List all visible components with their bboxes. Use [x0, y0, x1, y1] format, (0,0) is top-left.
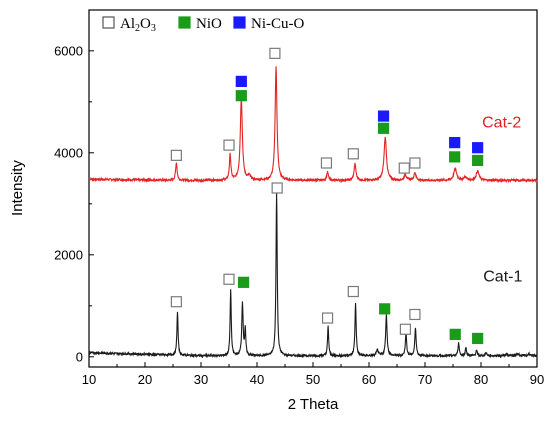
- al2o3-marker: [398, 162, 410, 174]
- nicuo-marker: [235, 75, 247, 88]
- legend-swatch: [233, 16, 246, 29]
- x-tick-label: 70: [418, 372, 432, 387]
- nio-marker: [379, 303, 391, 315]
- y-tick-label: 2000: [54, 247, 83, 262]
- nio-marker: [235, 90, 247, 102]
- al2o3-marker: [347, 285, 359, 298]
- legend-swatch: [178, 16, 191, 29]
- y-tick-label: 0: [76, 349, 83, 364]
- series-line-cat-2: [88, 66, 538, 184]
- nio-marker: [449, 328, 461, 340]
- x-tick-label: 60: [362, 372, 376, 387]
- nicuo-marker: [377, 110, 390, 122]
- al2o3-marker: [269, 47, 281, 59]
- al2o3-marker: [399, 323, 411, 335]
- y-tick-label: 4000: [54, 145, 83, 160]
- legend-label: Ni-Cu-O: [251, 16, 304, 32]
- nio-marker: [237, 276, 250, 288]
- series-line-cat-1: [88, 192, 538, 359]
- y-axis-title: Intensity: [9, 160, 26, 216]
- al2o3-marker: [321, 312, 334, 324]
- phase-markers: [170, 47, 484, 345]
- plot-frame: [88, 9, 538, 368]
- series-layer: [88, 66, 538, 359]
- nio-marker: [472, 154, 484, 167]
- series-labels: Cat-2 Cat-1: [482, 114, 522, 285]
- x-tick-label: 50: [306, 372, 320, 387]
- legend-label: Al2O3: [120, 16, 156, 34]
- x-tick-label: 20: [138, 372, 152, 387]
- series-label-cat-1: Cat-1: [483, 268, 522, 285]
- al2o3-marker: [223, 273, 235, 285]
- x-tick-label: 80: [474, 372, 488, 387]
- nio-marker: [449, 151, 461, 163]
- series-label-cat-2: Cat-2: [482, 114, 521, 131]
- al2o3-marker: [320, 157, 333, 169]
- x-tick-label: 90: [530, 372, 544, 387]
- al2o3-marker: [347, 148, 359, 160]
- y-axis-ticks: 0 2000 4000 6000: [54, 43, 94, 364]
- legend-label: NiO: [196, 16, 222, 32]
- nicuo-marker: [472, 142, 484, 154]
- legend-entry-al2o3: Al2O3: [102, 16, 156, 34]
- al2o3-marker: [223, 139, 235, 151]
- x-axis-ticks: 10 20 30 40 50 60 70 80 90: [82, 362, 544, 387]
- x-tick-label: 30: [194, 372, 208, 387]
- legend-swatch: [102, 16, 115, 29]
- nio-marker: [472, 332, 484, 345]
- al2o3-marker: [409, 157, 421, 169]
- x-tick-label: 10: [82, 372, 96, 387]
- nio-marker: [377, 122, 390, 134]
- legend-entry-nicuo: Ni-Cu-O: [233, 16, 304, 32]
- nicuo-marker: [449, 137, 461, 149]
- legend: Al2O3 NiO Ni-Cu-O: [102, 16, 304, 34]
- al2o3-marker: [271, 182, 283, 194]
- al2o3-marker: [409, 308, 421, 321]
- y-tick-label: 6000: [54, 43, 83, 58]
- x-axis-title: 2 Theta: [288, 396, 339, 413]
- x-tick-label: 40: [250, 372, 264, 387]
- al2o3-marker: [170, 149, 182, 161]
- legend-entry-nio: NiO: [178, 16, 222, 32]
- al2o3-marker: [170, 296, 182, 308]
